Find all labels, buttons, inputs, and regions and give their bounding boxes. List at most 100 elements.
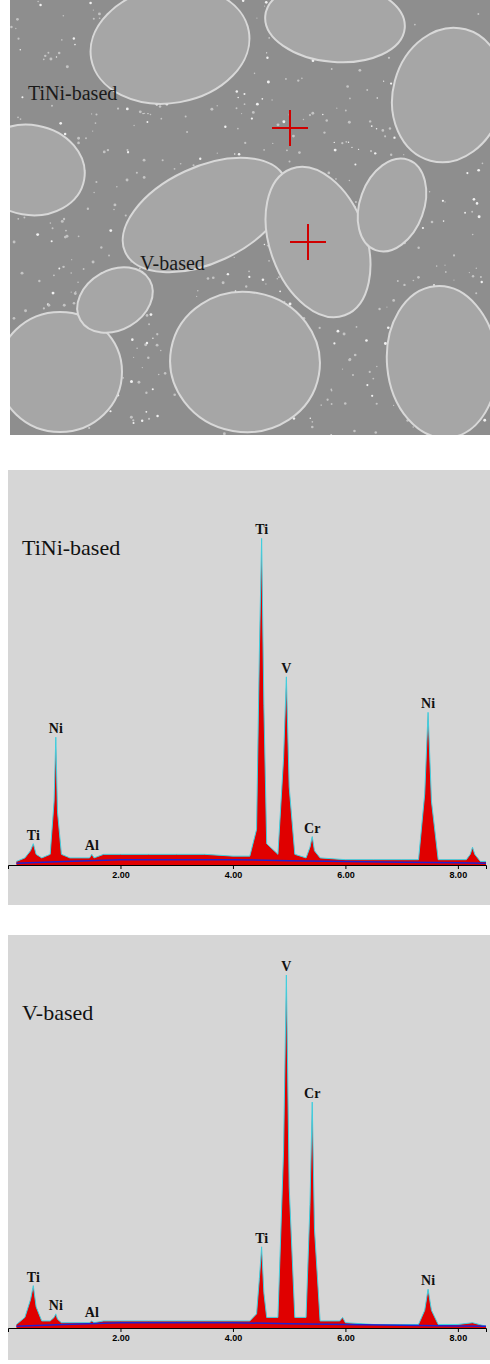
speckle — [217, 153, 218, 154]
x-tick: 4.00 — [225, 865, 243, 880]
speckle — [142, 367, 143, 368]
speckle — [85, 137, 87, 139]
speckle — [442, 200, 444, 202]
chart-title: V-based — [22, 1000, 93, 1025]
speckle — [143, 176, 146, 179]
speckle — [116, 186, 118, 188]
speckle — [237, 97, 239, 99]
speckle — [289, 161, 291, 163]
peak-label: Al — [85, 1305, 99, 1320]
speckle — [330, 434, 331, 435]
speckle — [480, 276, 482, 278]
spectrum-outline — [16, 538, 486, 861]
speckle — [141, 420, 143, 422]
speckle — [37, 1, 39, 3]
speckle — [443, 220, 445, 222]
speckle — [95, 122, 97, 124]
speckle — [366, 384, 368, 386]
peak-label: Ti — [255, 1231, 268, 1246]
plot-marks — [16, 538, 486, 865]
background-line — [16, 1323, 486, 1327]
speckle — [159, 105, 162, 108]
peak-label: Al — [85, 838, 99, 853]
background-line — [16, 860, 486, 864]
speckle — [349, 98, 351, 100]
speckle — [71, 259, 72, 260]
speckle — [186, 131, 188, 133]
speckle — [349, 358, 352, 361]
speckle — [267, 81, 270, 84]
speckle — [107, 149, 109, 151]
grain — [262, 0, 408, 68]
speckle — [334, 149, 337, 152]
speckle — [266, 52, 267, 53]
speckle — [51, 105, 53, 107]
speckle — [388, 57, 390, 59]
speckle — [369, 120, 371, 122]
speckle — [237, 128, 239, 130]
speckle — [64, 236, 67, 239]
speckle — [265, 1, 268, 4]
speckle — [352, 374, 354, 376]
speckle — [77, 137, 80, 140]
speckle — [376, 403, 378, 405]
speckle — [282, 120, 285, 123]
speckle — [21, 272, 24, 275]
speckle — [335, 178, 336, 179]
speckle — [125, 214, 127, 216]
speckle — [234, 153, 235, 154]
speckle — [39, 4, 41, 6]
speckle — [354, 164, 356, 166]
speckle — [466, 172, 468, 174]
speckle — [136, 172, 138, 174]
speckle — [132, 419, 134, 421]
speckle — [473, 198, 476, 201]
speckle — [156, 415, 158, 417]
speckle — [310, 417, 312, 419]
speckle — [377, 97, 378, 98]
speckle — [66, 65, 69, 68]
speckle — [63, 304, 66, 307]
speckle — [333, 342, 335, 344]
speckle — [263, 149, 264, 150]
x-tick-mark — [120, 1328, 121, 1332]
speckle — [193, 164, 195, 166]
speckle — [66, 236, 67, 237]
speckle — [403, 154, 404, 155]
speckle — [62, 266, 64, 268]
x-axis-line — [9, 1329, 487, 1333]
speckle — [336, 107, 337, 108]
peak-label: Cr — [304, 1086, 320, 1101]
speckle — [241, 113, 242, 114]
peak-label: Ti — [27, 1270, 40, 1285]
speckle — [24, 309, 27, 312]
speckle — [351, 147, 352, 148]
speckle — [472, 275, 474, 277]
speckle — [93, 192, 94, 193]
speckle — [392, 299, 395, 302]
speckle — [173, 393, 176, 396]
speckle — [248, 276, 250, 278]
x-tick-label: 2.00 — [112, 870, 130, 880]
speckle — [139, 110, 142, 113]
speckle — [109, 229, 112, 232]
speckle — [390, 82, 392, 84]
speckle — [346, 85, 349, 88]
speckle — [483, 419, 486, 422]
speckle — [243, 93, 245, 95]
speckle — [245, 285, 247, 287]
speckle — [148, 418, 150, 420]
speckle — [376, 366, 377, 367]
speckle — [251, 117, 253, 119]
x-tick-label: 4.00 — [225, 1333, 243, 1343]
x-tick: 2.00 — [112, 865, 130, 880]
speckle — [146, 314, 149, 317]
speckle — [131, 338, 134, 341]
micrograph-label: TiNi-based — [28, 82, 117, 104]
speckle — [344, 402, 347, 405]
speckle — [147, 356, 150, 359]
speckle — [387, 326, 390, 329]
peak-label: Ni — [421, 696, 435, 711]
speckle — [152, 388, 154, 390]
speckle — [92, 261, 95, 264]
